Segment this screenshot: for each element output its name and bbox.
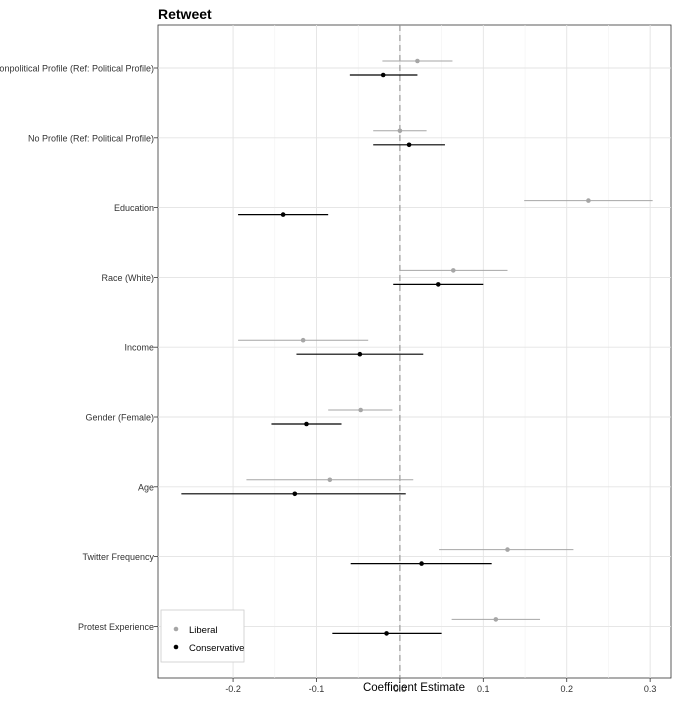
point-conservative (406, 142, 412, 148)
legend: Liberal Conservative (160, 609, 245, 663)
y-axis-labels: Nonpolitical Profile (Ref: Political Pro… (0, 64, 158, 632)
y-category-label: Education (114, 203, 154, 213)
grid-layer (158, 25, 671, 678)
point-liberal (505, 547, 510, 552)
y-category-label: Race (White) (101, 273, 154, 283)
point-liberal (358, 407, 363, 413)
point-liberal (450, 268, 456, 273)
x-tick-label: 0.0 (394, 684, 407, 694)
y-category-label: Protest Experience (78, 622, 154, 632)
point-liberal (327, 477, 333, 483)
x-tick-label: 0.2 (560, 684, 573, 694)
legend-conservative-marker (173, 644, 179, 650)
point-liberal (415, 58, 420, 64)
y-category-label: Nonpolitical Profile (Ref: Political Pro… (0, 64, 154, 74)
point-liberal (493, 617, 499, 622)
plot-panel (157, 24, 672, 679)
point-conservative (435, 282, 441, 287)
point-liberal (586, 198, 591, 203)
y-category-label: Age (138, 482, 154, 492)
legend-box (160, 609, 245, 663)
point-conservative (357, 351, 363, 357)
x-axis-labels: -0.2 -0.1 0.0 0.1 0.2 0.3 (225, 678, 656, 694)
point-conservative (280, 212, 286, 217)
legend-liberal-marker (173, 626, 179, 632)
point-liberal (397, 128, 403, 134)
legend-conservative-label: Conservative (189, 643, 244, 654)
x-tick-label: -0.1 (309, 684, 325, 694)
y-category-label: Twitter Frequency (82, 552, 154, 562)
x-tick-label: -0.2 (225, 684, 241, 694)
x-tick-label: 0.1 (477, 684, 490, 694)
y-category-label: Income (124, 343, 154, 353)
series-layer (181, 58, 653, 636)
x-axis-title: Coefficient Estimate (363, 682, 465, 694)
legend-liberal-label: Liberal (189, 625, 218, 636)
y-category-label: No Profile (Ref: Political Profile) (28, 133, 154, 143)
point-conservative (380, 72, 386, 78)
point-conservative (292, 491, 298, 497)
y-category-label: Gender (Female) (85, 413, 154, 423)
point-conservative (419, 561, 424, 566)
point-conservative (384, 631, 389, 636)
x-tick-label: 0.3 (644, 684, 657, 694)
point-liberal (300, 337, 306, 343)
chart-title: Retweet (158, 6, 212, 22)
point-conservative (304, 421, 309, 427)
